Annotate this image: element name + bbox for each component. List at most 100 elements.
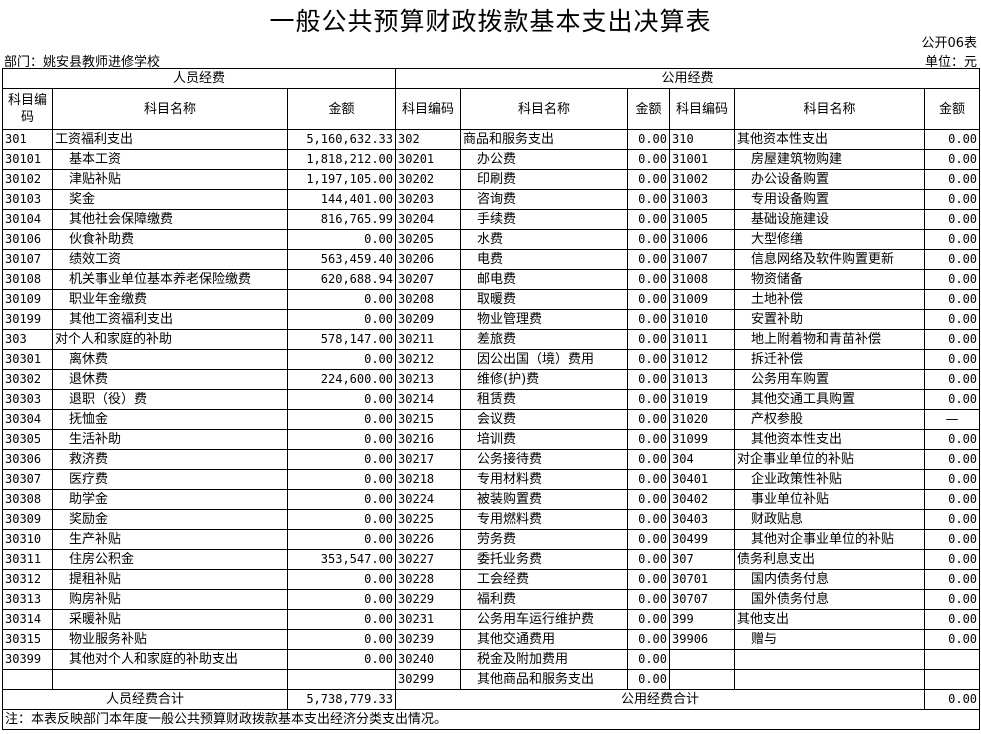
public-b-amount-cell	[924, 669, 981, 690]
personnel-amount-cell: 0.00	[286, 629, 397, 650]
personnel-code-cell: 30308	[2, 489, 53, 510]
public-b-code-cell: 31012	[669, 349, 736, 370]
public-a-code-cell: 30211	[395, 329, 462, 350]
public-b-name-cell: 安置补助	[734, 309, 926, 330]
public-a-amount-cell: 0.00	[627, 389, 671, 410]
public-a-name-cell: 被装购置费	[460, 489, 629, 510]
personnel-code-cell: 30305	[2, 429, 53, 450]
personnel-amount-cell: 0.00	[286, 349, 397, 370]
public-a-code-cell: 30213	[395, 369, 462, 390]
public-a-code-cell: 30228	[395, 569, 462, 590]
public-b-code-cell: 31008	[669, 269, 736, 290]
public-a-amount-cell: 0.00	[627, 609, 671, 630]
public-a-amount-cell: 0.00	[627, 449, 671, 470]
public-a-code-cell: 30205	[395, 229, 462, 250]
personnel-name-cell: 工资福利支出	[52, 129, 288, 150]
public-b-name-cell: 其他支出	[734, 609, 926, 630]
public-a-code-cell: 30239	[395, 629, 462, 650]
col-name: 科目名称	[52, 88, 288, 130]
public-b-code-cell: 31020	[669, 409, 736, 430]
page-title: 一般公共预算财政拨款基本支出决算表	[269, 7, 712, 36]
public-a-name-cell: 取暖费	[460, 289, 629, 310]
table-row: 30308 助学金 0.00 30224 被装购置费 0.00 30402 事业单位补贴 0.0…	[2, 489, 981, 510]
public-a-code-cell: 30226	[395, 529, 462, 550]
personnel-amount-cell: 144,401.00	[286, 189, 397, 210]
public-a-amount-cell: 0.00	[627, 349, 671, 370]
personnel-name-cell: 津贴补贴	[52, 169, 288, 190]
totals-row: 人员经费合计 5,738,779.33 公用经费合计 0.00	[2, 689, 981, 710]
public-b-amount-cell: 0.00	[924, 589, 981, 610]
public-a-code-cell: 30227	[395, 549, 462, 570]
personnel-code-cell: 30199	[2, 309, 53, 330]
public-a-code-cell: 30203	[395, 189, 462, 210]
public-a-amount-cell: 0.00	[627, 229, 671, 250]
personnel-code-cell: 30103	[2, 189, 53, 210]
public-b-code-cell: 31099	[669, 429, 736, 450]
table-row: 303 对个人和家庭的补助 578,147.00 30211 差旅费 0.00 31011 地…	[2, 329, 981, 350]
public-b-amount-cell: 0.00	[924, 529, 981, 550]
public-b-name-cell: 公务用车购置	[734, 369, 926, 390]
public-a-code-cell: 30231	[395, 609, 462, 630]
public-a-name-cell: 电费	[460, 249, 629, 270]
public-a-amount-cell: 0.00	[627, 569, 671, 590]
personnel-amount-cell: 0.00	[286, 429, 397, 450]
table-row: 30313 购房补贴 0.00 30229 福利费 0.00 30707 国外债务付息 0.00	[2, 589, 981, 610]
public-b-name-cell: 专用设备购置	[734, 189, 926, 210]
public-b-name-cell	[734, 649, 926, 670]
table-row: 30399 其他对个人和家庭的补助支出 0.00 30240 税金及附加费用 0.00	[2, 649, 981, 670]
public-b-code-cell: 31010	[669, 309, 736, 330]
personnel-code-cell: 30302	[2, 369, 53, 390]
table-row: 30107 绩效工资 563,459.40 30206 电费 0.00 31007 信息网络及…	[2, 249, 981, 270]
personnel-code-cell	[2, 669, 53, 690]
personnel-amount-cell: 0.00	[286, 609, 397, 630]
personnel-name-cell: 其他工资福利支出	[52, 309, 288, 330]
public-a-name-cell: 差旅费	[460, 329, 629, 350]
public-b-code-cell: 304	[669, 449, 736, 470]
table-row: 30312 提租补贴 0.00 30228 工会经费 0.00 30701 国内债务付息 0.0…	[2, 569, 981, 590]
personnel-name-cell: 机关事业单位基本养老保险缴费	[52, 269, 288, 290]
col-code: 科目编码	[669, 88, 736, 130]
public-b-code-cell: 31001	[669, 149, 736, 170]
table-row: 30306 救济费 0.00 30217 公务接待费 0.00 304 对企事业单位的补贴 0.…	[2, 449, 981, 470]
public-a-amount-cell: 0.00	[627, 169, 671, 190]
personnel-amount-cell: 0.00	[286, 289, 397, 310]
note-row: 注：本表反映部门本年度一般公共预算财政拨款基本支出经济分类支出情况。	[1, 709, 981, 730]
public-b-amount-cell: 0.00	[924, 249, 981, 270]
personnel-amount-cell	[286, 669, 397, 690]
public-a-amount-cell: 0.00	[627, 629, 671, 650]
public-a-name-cell: 维修(护)费	[460, 369, 629, 390]
public-a-code-cell: 30225	[395, 509, 462, 530]
personnel-name-cell: 退职（役）费	[52, 389, 288, 410]
public-a-name-cell: 手续费	[460, 209, 629, 230]
public-b-code-cell	[669, 649, 736, 670]
personnel-header: 人员经费	[1, 68, 397, 89]
public-b-name-cell: 国内债务付息	[734, 569, 926, 590]
table-row: 30305 生活补助 0.00 30216 培训费 0.00 31099 其他资本性支出 0.0…	[2, 429, 981, 450]
personnel-name-cell: 基本工资	[52, 149, 288, 170]
public-b-code-cell: 30701	[669, 569, 736, 590]
public-a-code-cell: 30218	[395, 469, 462, 490]
public-b-amount-cell: 0.00	[924, 609, 981, 630]
col-amount: 金额	[924, 88, 981, 130]
table-row: 30101 基本工资 1,818,212.00 30201 办公费 0.00 31001 房屋…	[2, 149, 981, 170]
public-b-code-cell: 31005	[669, 209, 736, 230]
personnel-name-cell: 采暖补贴	[52, 609, 288, 630]
personnel-code-cell: 30109	[2, 289, 53, 310]
public-b-amount-cell: 0.00	[924, 229, 981, 250]
personnel-amount-cell: 0.00	[286, 529, 397, 550]
personnel-code-cell: 30301	[2, 349, 53, 370]
public-a-name-cell: 专用燃料费	[460, 509, 629, 530]
public-b-amount-cell: 0.00	[924, 389, 981, 410]
public-a-code-cell: 30214	[395, 389, 462, 410]
personnel-amount-cell: 1,818,212.00	[286, 149, 397, 170]
public-a-name-cell: 其他商品和服务支出	[460, 669, 629, 690]
public-a-name-cell: 劳务费	[460, 529, 629, 550]
table-row: 30314 采暖补贴 0.00 30231 公务用车运行维护费 0.00 399 其他支出 0.…	[2, 609, 981, 630]
public-b-amount-cell: 0.00	[924, 129, 981, 150]
public-a-amount-cell: 0.00	[627, 409, 671, 430]
personnel-code-cell: 30307	[2, 469, 53, 490]
public-a-amount-cell: 0.00	[627, 669, 671, 690]
personnel-name-cell: 对个人和家庭的补助	[52, 329, 288, 350]
public-b-code-cell: 31007	[669, 249, 736, 270]
public-b-amount-cell: 0.00	[924, 149, 981, 170]
